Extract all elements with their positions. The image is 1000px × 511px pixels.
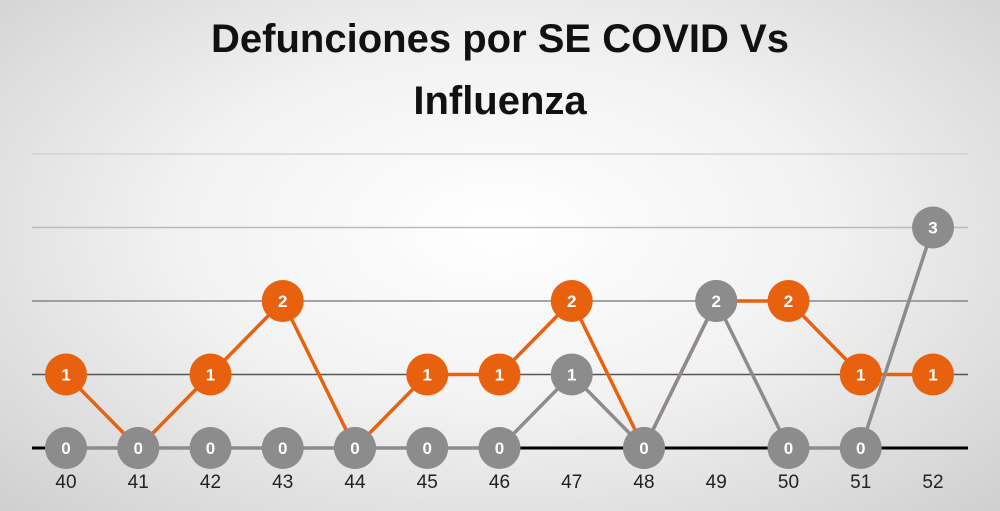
series-2-point [478,427,521,469]
series-1-data-label: 2 [567,292,576,311]
chart-title-line-1: Defunciones por SE COVID Vs [211,17,789,61]
x-tick-label: 42 [200,472,221,493]
series-1-point [912,353,954,396]
series-1-data-label: 2 [784,292,793,311]
x-tick-label: 45 [417,472,438,493]
series-1-data-label: 1 [856,366,865,385]
x-tick-label: 52 [922,472,943,493]
x-tick-label: 40 [55,472,76,493]
series-2-data-label: 0 [495,439,504,458]
series-1-data-label: 1 [495,366,504,385]
x-tick-label: 43 [272,472,293,493]
series-1-data-label: 1 [206,366,215,385]
series-2-data-label: 0 [784,439,793,458]
series-2-point [550,353,593,396]
series-2-point [45,427,87,469]
series-2-data-label: 0 [856,439,865,458]
series-2-data-label: 0 [278,439,287,458]
series-2-data-label: 0 [61,439,70,458]
series-2-point [117,427,160,469]
series-2-line [66,226,935,450]
series-2-point [334,427,376,469]
series-2-data-label: 1 [567,366,576,385]
x-tick-label: 48 [633,472,654,493]
series-2-point [261,427,304,469]
x-tick-label: 51 [850,472,871,493]
chart-title: Defunciones por SE COVID Vs Influenza [0,8,1000,132]
chart-title-line-2: Influenza [413,79,587,123]
series-2-point [189,427,232,469]
series-2-data-label: 0 [423,439,432,458]
series-2-point [623,427,665,469]
series-2-data-label: 3 [928,219,937,238]
series-1-data-label: 1 [61,366,70,385]
series-2-data-label: 0 [134,439,143,458]
series-1-point [406,353,449,396]
series-2-point [839,427,882,469]
series-1-data-label: 2 [278,292,287,311]
x-tick-label: 46 [489,472,510,493]
x-tick-label: 49 [706,472,727,493]
series-1-data-label: 1 [928,366,937,385]
series-1-point [478,353,521,396]
x-tick-label: 47 [561,472,582,493]
x-tick-label: 44 [344,472,366,493]
series-2-point [406,427,449,469]
series-1-point [767,280,810,322]
series-2-point [695,280,738,322]
series-1-point [189,353,232,396]
series-1-point [839,353,882,396]
series-2-data-label: 2 [712,292,721,311]
series-2-data-label: 0 [206,439,215,458]
series-1-point [45,353,87,396]
series-2-data-label: 0 [639,439,648,458]
series-2-point [767,427,810,469]
x-tick-label: 50 [778,472,799,493]
series-2-data-label: 0 [350,439,359,458]
series-1-point [550,280,593,322]
series-1-data-label: 1 [423,366,432,385]
series-2-point [912,206,954,249]
x-tick-label: 41 [128,472,149,493]
series-1-point [261,280,304,322]
